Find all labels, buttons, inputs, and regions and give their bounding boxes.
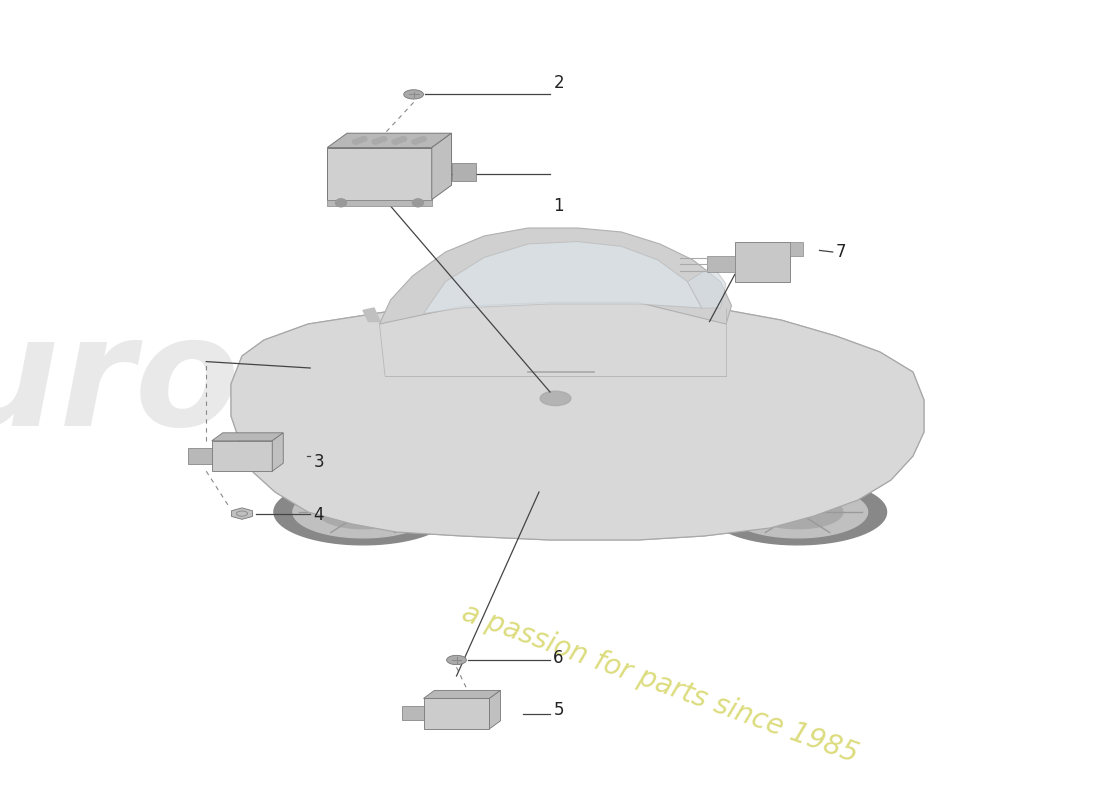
Polygon shape (404, 90, 424, 99)
Polygon shape (211, 433, 284, 441)
Polygon shape (447, 655, 466, 665)
Polygon shape (231, 508, 253, 519)
Text: 6: 6 (553, 649, 564, 666)
Polygon shape (293, 486, 433, 538)
Polygon shape (708, 479, 887, 545)
Text: 2: 2 (553, 74, 564, 92)
Circle shape (381, 137, 387, 142)
Polygon shape (735, 242, 790, 282)
Circle shape (420, 137, 427, 142)
Polygon shape (424, 690, 500, 698)
Polygon shape (363, 308, 379, 322)
Polygon shape (328, 133, 451, 147)
Polygon shape (688, 266, 726, 308)
Polygon shape (790, 242, 803, 256)
Circle shape (361, 137, 367, 142)
Polygon shape (231, 300, 924, 540)
Polygon shape (783, 506, 812, 518)
Polygon shape (490, 690, 500, 729)
Polygon shape (379, 228, 732, 324)
Circle shape (396, 138, 403, 142)
Circle shape (392, 139, 398, 144)
Polygon shape (328, 199, 431, 206)
Text: 3: 3 (314, 454, 324, 471)
Polygon shape (402, 706, 424, 720)
Polygon shape (328, 147, 431, 199)
Polygon shape (727, 486, 868, 538)
Text: 5: 5 (553, 701, 564, 718)
Circle shape (411, 139, 418, 144)
Polygon shape (424, 242, 702, 314)
Polygon shape (187, 448, 211, 464)
Polygon shape (211, 441, 273, 471)
Circle shape (352, 139, 359, 144)
Polygon shape (451, 162, 475, 181)
Text: a passion for parts since 1985: a passion for parts since 1985 (458, 599, 862, 769)
Polygon shape (273, 433, 284, 471)
Circle shape (372, 139, 378, 144)
Polygon shape (231, 300, 924, 540)
Text: 4: 4 (314, 506, 324, 524)
Circle shape (376, 138, 383, 142)
Ellipse shape (540, 391, 571, 406)
Polygon shape (707, 256, 735, 272)
Circle shape (412, 198, 424, 206)
Circle shape (400, 137, 407, 142)
Text: 7: 7 (836, 243, 847, 261)
Text: 1: 1 (553, 198, 564, 215)
Polygon shape (318, 495, 408, 529)
Polygon shape (431, 133, 451, 199)
Circle shape (356, 138, 363, 142)
Circle shape (416, 138, 422, 142)
Polygon shape (274, 479, 452, 545)
Polygon shape (424, 698, 490, 729)
Circle shape (336, 198, 346, 206)
Polygon shape (752, 495, 843, 529)
Text: eurospares: eurospares (0, 310, 813, 458)
Polygon shape (349, 506, 378, 518)
